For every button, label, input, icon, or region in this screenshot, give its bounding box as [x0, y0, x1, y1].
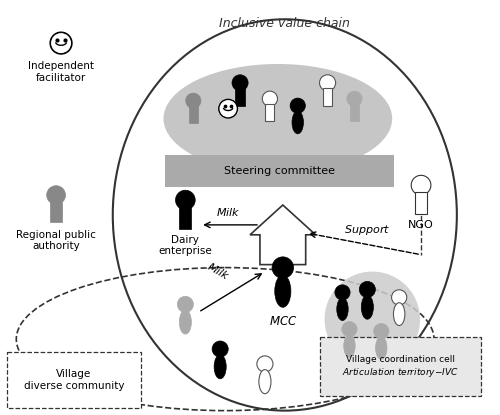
Text: Regional public
authority: Regional public authority: [16, 230, 96, 251]
Circle shape: [212, 341, 228, 357]
Circle shape: [411, 175, 431, 195]
Circle shape: [347, 91, 362, 106]
Text: Village coordination cell
$\it{Articulation\ territory{-}IVC}$: Village coordination cell $\it{Articulat…: [342, 355, 458, 379]
Circle shape: [335, 285, 350, 300]
Circle shape: [262, 91, 278, 106]
FancyBboxPatch shape: [180, 207, 192, 229]
Text: $\it{MCC}$: $\it{MCC}$: [268, 315, 297, 328]
FancyBboxPatch shape: [50, 202, 62, 222]
Ellipse shape: [214, 355, 226, 379]
Text: Village
diverse community: Village diverse community: [24, 369, 124, 391]
Ellipse shape: [275, 275, 291, 307]
Circle shape: [176, 190, 195, 210]
Text: $\it{Milk}$: $\it{Milk}$: [216, 206, 240, 218]
Circle shape: [374, 324, 389, 339]
Ellipse shape: [259, 370, 271, 394]
Circle shape: [324, 271, 420, 367]
Text: NGO: NGO: [408, 220, 434, 230]
Circle shape: [50, 32, 72, 54]
Ellipse shape: [180, 310, 192, 334]
Circle shape: [232, 75, 248, 91]
Ellipse shape: [344, 334, 355, 357]
Polygon shape: [250, 205, 316, 265]
Ellipse shape: [362, 295, 374, 319]
FancyBboxPatch shape: [189, 106, 198, 123]
Circle shape: [392, 290, 407, 305]
Circle shape: [342, 322, 357, 337]
Ellipse shape: [292, 111, 304, 134]
Circle shape: [257, 356, 273, 372]
FancyBboxPatch shape: [415, 192, 427, 214]
Ellipse shape: [376, 337, 387, 359]
Text: $\it{Support}$: $\it{Support}$: [344, 223, 391, 237]
Ellipse shape: [337, 298, 348, 320]
Ellipse shape: [394, 303, 405, 325]
FancyBboxPatch shape: [235, 88, 245, 106]
FancyBboxPatch shape: [322, 88, 332, 106]
Circle shape: [290, 98, 306, 113]
Circle shape: [220, 101, 236, 117]
FancyBboxPatch shape: [166, 155, 394, 187]
Text: Independent
facilitator: Independent facilitator: [28, 61, 94, 83]
Circle shape: [178, 296, 194, 312]
Text: Dairy
enterprise: Dairy enterprise: [158, 235, 212, 256]
FancyBboxPatch shape: [8, 352, 140, 408]
FancyBboxPatch shape: [320, 337, 480, 396]
Circle shape: [320, 75, 336, 91]
Circle shape: [272, 257, 293, 278]
FancyBboxPatch shape: [350, 104, 359, 121]
Text: $\it{Milk}$: $\it{Milk}$: [204, 260, 232, 283]
Circle shape: [219, 99, 238, 118]
Circle shape: [46, 186, 66, 205]
Circle shape: [52, 34, 70, 52]
Ellipse shape: [164, 64, 392, 173]
Text: Inclusive value chain: Inclusive value chain: [220, 17, 350, 30]
Circle shape: [360, 281, 376, 298]
Text: Steering committee: Steering committee: [224, 166, 336, 176]
Circle shape: [186, 93, 201, 108]
FancyBboxPatch shape: [266, 104, 274, 121]
